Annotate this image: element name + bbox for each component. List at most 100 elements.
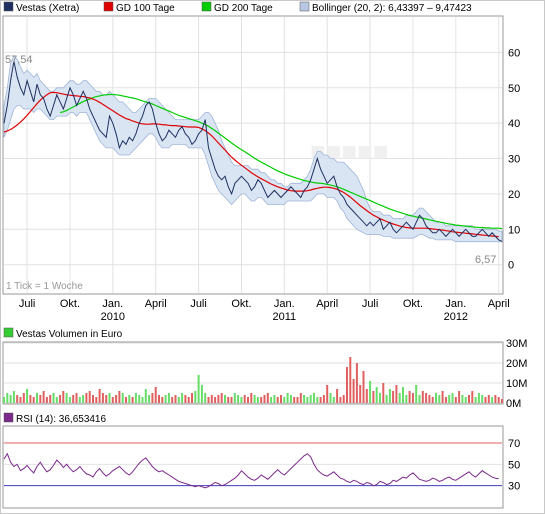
volume-bar bbox=[454, 397, 457, 403]
volume-bar bbox=[29, 395, 32, 403]
volume-bar bbox=[299, 393, 302, 403]
volume-bar bbox=[101, 393, 104, 403]
volume-bar bbox=[164, 395, 167, 403]
annotation-low: 6,57 bbox=[475, 254, 496, 266]
volume-bar bbox=[32, 397, 35, 403]
legend-swatch-bollinger bbox=[299, 1, 310, 12]
volume-bar bbox=[365, 389, 368, 403]
volume-bar bbox=[349, 357, 352, 403]
volume-y-ticks: 30M 20M 10M 0M bbox=[506, 338, 527, 410]
volume-bar bbox=[355, 363, 358, 403]
volume-bar bbox=[375, 387, 378, 403]
volume-bar bbox=[395, 385, 398, 403]
price-plot-area bbox=[2, 15, 504, 295]
volume-bar bbox=[144, 389, 147, 403]
volume-bar bbox=[12, 391, 15, 403]
volume-bar bbox=[217, 395, 220, 403]
price-x-tick-label: Juli bbox=[362, 298, 379, 310]
volume-bar bbox=[108, 393, 111, 403]
price-x-tick-label: Okt. bbox=[231, 298, 251, 310]
volume-bar bbox=[121, 393, 124, 403]
volume-bar bbox=[230, 397, 233, 403]
volume-bar bbox=[481, 395, 484, 403]
volume-bar bbox=[88, 391, 91, 403]
price-y-tick-label: 20 bbox=[508, 189, 520, 201]
volume-bar bbox=[16, 395, 19, 403]
rsi-panel: RSI (14): 36,653416 70 50 30 bbox=[2, 412, 520, 509]
volume-bar bbox=[72, 395, 75, 403]
volume-bar bbox=[441, 391, 444, 403]
price-x-tick-label: Okt. bbox=[60, 298, 80, 310]
volume-bar bbox=[458, 391, 461, 403]
volume-bar bbox=[372, 391, 375, 403]
price-x-tick-label: Juli bbox=[190, 298, 207, 310]
volume-bar bbox=[342, 395, 345, 403]
price-y-tick-label: 50 bbox=[508, 83, 520, 95]
year-label: 2012 bbox=[444, 311, 468, 323]
volume-bar bbox=[379, 393, 381, 403]
volume-bar bbox=[487, 395, 490, 403]
price-y-tick-label: 60 bbox=[508, 47, 520, 59]
volume-bar bbox=[115, 395, 118, 403]
rsi-y-ticks: 70 50 30 bbox=[508, 438, 520, 493]
volume-bar bbox=[266, 393, 269, 403]
volume-bar bbox=[329, 393, 332, 403]
volume-panel: Vestas Volumen in Euro 30M 20M 10M 0M bbox=[2, 327, 527, 410]
price-x-tick-label: Okt. bbox=[403, 298, 423, 310]
volume-y-tick-label: 20M bbox=[506, 358, 527, 370]
volume-bar bbox=[82, 395, 85, 403]
volume-bar bbox=[385, 395, 388, 403]
price-panel: Vestas (Xetra) GD 100 Tage GD 200 Tage B… bbox=[2, 1, 520, 323]
volume-bar bbox=[497, 397, 500, 403]
volume-bar bbox=[78, 397, 81, 403]
legend-label-gd100: GD 100 Tage bbox=[116, 3, 175, 14]
volume-bar bbox=[461, 395, 464, 403]
volume-bar bbox=[474, 397, 477, 403]
price-y-ticks: 0 10 20 30 40 50 60 bbox=[508, 47, 520, 271]
volume-y-tick-label: 0M bbox=[506, 398, 521, 410]
volume-bar bbox=[276, 397, 279, 403]
legend-label-volume: Vestas Volumen in Euro bbox=[16, 329, 123, 340]
volume-bar bbox=[431, 397, 434, 403]
volume-bar bbox=[52, 393, 55, 403]
price-x-tick-label: April bbox=[316, 298, 338, 310]
series-line-rsi bbox=[3, 452, 499, 489]
rsi-plot-area bbox=[2, 425, 504, 509]
volume-bar bbox=[402, 387, 404, 403]
tick-note: 1 Tick = 1 Woche bbox=[6, 281, 83, 292]
volume-bar bbox=[65, 393, 68, 403]
volume-bar bbox=[39, 395, 42, 403]
volume-bar bbox=[204, 393, 207, 403]
volume-bar bbox=[181, 393, 184, 403]
legend-swatch-rsi bbox=[3, 412, 14, 423]
volume-plot-area bbox=[2, 341, 504, 405]
volume-bar bbox=[316, 397, 319, 403]
volume-bar bbox=[411, 393, 414, 403]
volume-bar bbox=[464, 397, 467, 403]
volume-bar bbox=[382, 383, 385, 403]
price-legend: Vestas (Xetra) GD 100 Tage GD 200 Tage B… bbox=[3, 1, 472, 14]
volume-bar bbox=[224, 395, 226, 403]
volume-bar bbox=[167, 393, 170, 403]
price-x-ticks: Juli Okt. Jan. April Juli Okt. Jan. April Juli Ok… bbox=[19, 298, 510, 310]
volume-bar bbox=[494, 395, 497, 403]
volume-bar bbox=[105, 395, 108, 403]
volume-bar bbox=[227, 397, 230, 403]
price-x-tick-label: April bbox=[488, 298, 510, 310]
volume-bar bbox=[207, 397, 210, 403]
volume-bar bbox=[418, 395, 421, 403]
volume-bar bbox=[171, 397, 174, 403]
volume-bar bbox=[59, 395, 62, 403]
volume-bar bbox=[22, 393, 25, 403]
volume-bar bbox=[141, 397, 144, 403]
volume-bar bbox=[280, 395, 282, 403]
price-y-tick-label: 30 bbox=[508, 154, 520, 166]
volume-bar bbox=[468, 395, 470, 403]
year-label: 2011 bbox=[273, 311, 297, 323]
volume-bar bbox=[273, 395, 276, 403]
volume-bar bbox=[191, 393, 193, 403]
volume-bar bbox=[194, 391, 197, 403]
volume-bar bbox=[49, 395, 52, 403]
price-y-tick-label: 10 bbox=[508, 224, 520, 236]
volume-bar bbox=[283, 397, 286, 403]
